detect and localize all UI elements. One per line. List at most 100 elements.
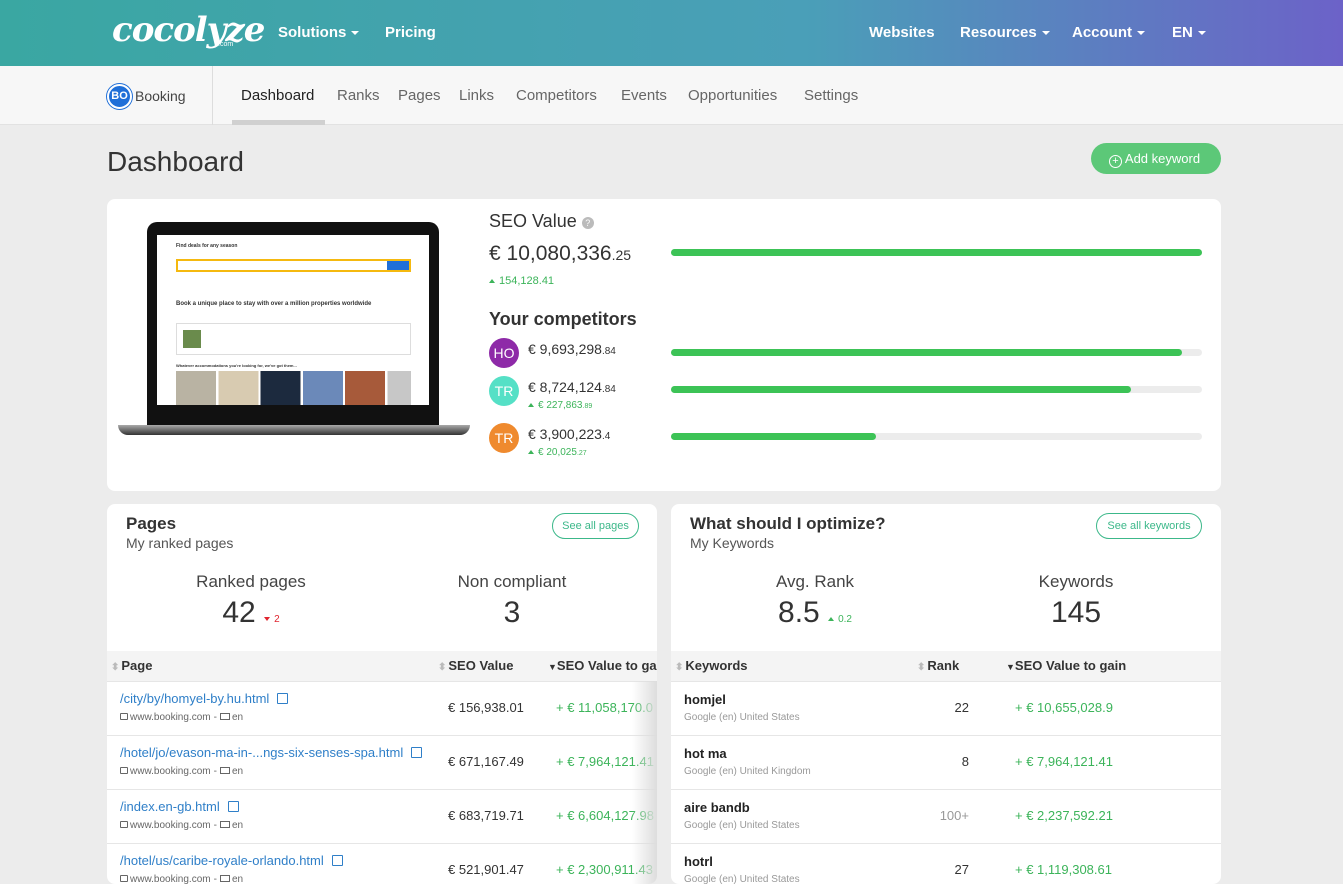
page-url[interactable]: /city/by/homyel-by.hu.html — [120, 691, 289, 706]
tab[interactable]: Opportunities — [688, 87, 778, 104]
search-engine: Google (en) United States — [684, 874, 800, 884]
seo-title-text: SEO Value — [489, 211, 577, 231]
preview-section: Whatever accommodations you're looking f… — [176, 363, 297, 368]
button-label: Add keyword — [1124, 151, 1201, 166]
menu-resources[interactable]: Resources — [960, 24, 1050, 41]
page-url[interactable]: /hotel/jo/evason-ma-in-...ngs-six-senses… — [120, 745, 423, 760]
tab[interactable]: Pages — [398, 87, 441, 104]
external-link-icon[interactable] — [227, 801, 239, 812]
menu-websites[interactable]: Websites — [869, 24, 935, 41]
column-header[interactable]: ▼SEO Value to gain — [1006, 658, 1127, 673]
stat-label: Avg. Rank — [775, 572, 855, 591]
active-tab-indicator — [232, 120, 325, 125]
site-badge: BO — [107, 84, 132, 109]
menu-language[interactable]: EN — [1172, 24, 1206, 41]
bar-track — [671, 386, 1202, 393]
tab[interactable]: Competitors — [516, 87, 597, 104]
language: en — [231, 874, 244, 884]
stat-value: 3 — [503, 596, 521, 629]
column-header[interactable]: Rank — [917, 651, 959, 681]
competitor-badge[interactable]: HO — [489, 338, 519, 368]
keywords-card: What should I optimize? My Keywords See … — [671, 504, 1221, 884]
stat-change: 2 — [264, 614, 280, 625]
url-text: /index.en-gb.html — [120, 799, 220, 814]
keyword[interactable]: aire bandb — [684, 800, 750, 815]
seo-card: Find deals for any season Book a unique … — [107, 199, 1221, 491]
url-text: /hotel/jo/evason-ma-in-...ngs-six-senses… — [120, 745, 404, 760]
value-cents: .84 — [601, 384, 616, 395]
page-url[interactable]: /hotel/us/caribe-royale-orlando.html — [120, 853, 343, 868]
lock-icon — [120, 767, 128, 774]
external-link-icon[interactable] — [411, 747, 423, 758]
domain: www.booking.com — [130, 712, 211, 723]
seo-gain: + € 2,237,592.21 — [1015, 808, 1113, 823]
rank: 100+ — [939, 808, 969, 823]
external-link-icon[interactable] — [277, 693, 289, 704]
see-all-button[interactable]: See all keywords — [1096, 513, 1202, 539]
stat-number: 42 — [222, 596, 256, 629]
column-header[interactable]: ▼SEO Value to gain — [548, 651, 657, 681]
seo-gain: + € 10,655,028.9 — [1015, 700, 1113, 715]
separator: - — [213, 874, 217, 884]
sub-nav: BO Booking Dashboard Ranks Pages Links C… — [0, 66, 1343, 125]
domain: www.booking.com — [130, 820, 211, 831]
table-row: hot ma Google (en) United Kingdom 8 + € 7,9… — [671, 735, 1221, 789]
top-bar: cocolyze .com Solutions Pricing Websites… — [0, 0, 1343, 66]
tab[interactable]: Ranks — [337, 87, 380, 104]
tab[interactable]: Links — [459, 87, 495, 104]
bar-track — [671, 349, 1202, 356]
change-main: € 227,863 — [538, 400, 583, 411]
competitor-value: € 3,900,223.4 — [528, 426, 610, 442]
search-engine: Google (en) United States — [684, 820, 800, 831]
preview-box — [176, 323, 411, 355]
column-header[interactable]: SEO Value — [438, 651, 513, 681]
stat-label: Ranked pages — [196, 572, 306, 591]
pages-card: Pages My ranked pages See all pages Rank… — [107, 504, 657, 884]
stat-value: 8.5 0.2 — [671, 596, 959, 630]
language: en — [231, 766, 244, 777]
desktop-icon — [219, 875, 230, 882]
seo-gain: + € 7,964,121.41 — [556, 754, 654, 769]
tab[interactable]: Events — [621, 87, 667, 104]
bar — [671, 249, 1202, 256]
tab[interactable]: Settings — [804, 87, 859, 104]
help-icon[interactable]: ? — [581, 217, 594, 229]
competitor-badge[interactable]: TR — [489, 423, 519, 453]
keyword[interactable]: hot ma — [684, 746, 727, 761]
menu-pricing[interactable]: Pricing — [385, 24, 436, 41]
menu-solutions[interactable]: Solutions — [278, 24, 359, 41]
site-name[interactable]: Booking — [135, 88, 186, 104]
seo-value: € 10,080,336.25 — [489, 242, 631, 266]
menu-account[interactable]: Account — [1072, 24, 1145, 41]
search-engine: Google (en) United Kingdom — [684, 766, 811, 777]
stat-number: 8.5 — [778, 596, 820, 629]
add-keyword-button[interactable]: + Add keyword — [1091, 143, 1221, 174]
lock-icon — [120, 713, 128, 720]
preview-tagline: Book a unique place to stay with over a … — [176, 301, 372, 307]
bar — [671, 433, 877, 440]
logo[interactable]: cocolyze — [112, 10, 265, 50]
search-engine: Google (en) United States — [684, 712, 800, 723]
column-header[interactable]: Page — [111, 651, 152, 681]
seo-value: € 521,901.47 — [448, 862, 524, 877]
tab[interactable]: Dashboard — [241, 87, 315, 104]
page-url[interactable]: /index.en-gb.html — [120, 799, 239, 814]
competitor-value: € 8,724,124.84 — [528, 379, 616, 395]
keyword[interactable]: hotrl — [684, 854, 713, 869]
preview-search — [176, 259, 411, 272]
rank: 22 — [954, 700, 969, 715]
separator: - — [213, 820, 217, 831]
table-row: /city/by/homyel-by.hu.html www.booking.co… — [107, 681, 657, 735]
table-row: homjel Google (en) United States 22 + € 10,… — [671, 681, 1221, 735]
keyword[interactable]: homjel — [684, 692, 726, 707]
see-all-button[interactable]: See all pages — [552, 513, 639, 539]
plus-icon: + — [1109, 155, 1122, 168]
column-header[interactable]: Keywords — [675, 651, 747, 681]
seo-value-cents: .25 — [611, 247, 632, 263]
competitor-value: € 9,693,298.84 — [528, 341, 616, 357]
competitor-badge[interactable]: TR — [489, 376, 519, 406]
seo-value: € 683,719.71 — [448, 808, 524, 823]
external-link-icon[interactable] — [331, 855, 343, 866]
table-row: hotrl Google (en) United States 27 + € 1,11… — [671, 843, 1221, 884]
